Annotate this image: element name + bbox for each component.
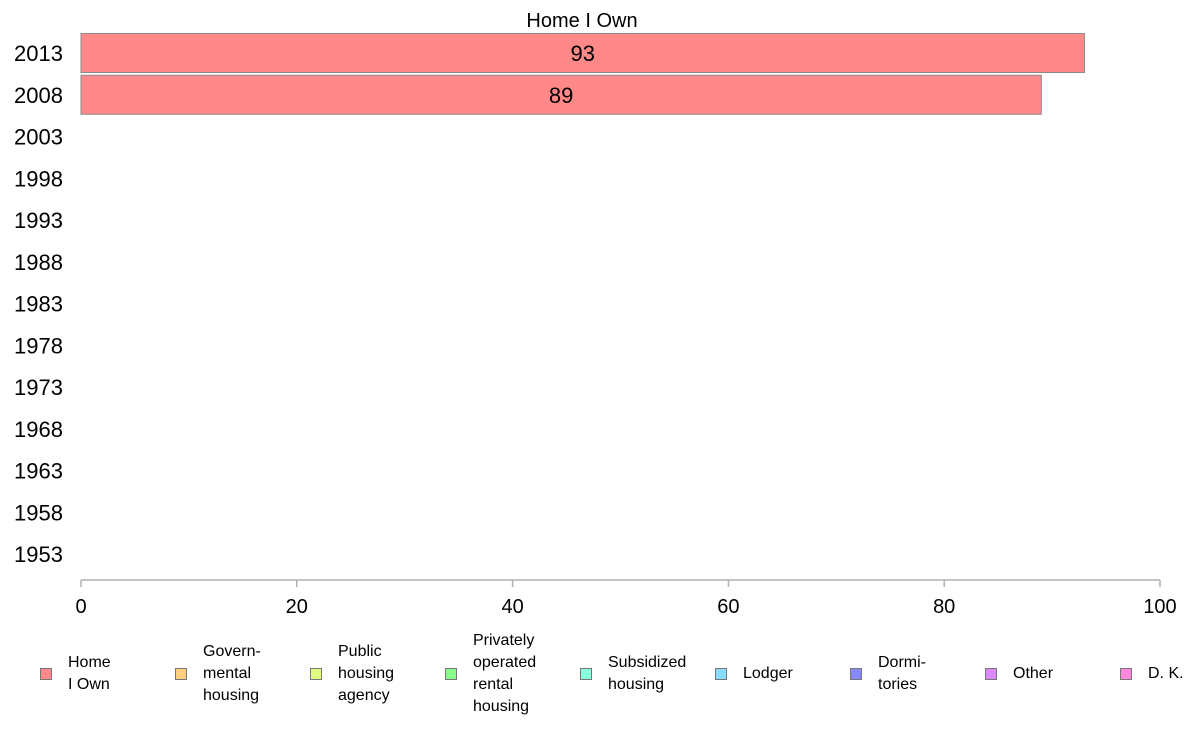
legend: Home I Own Govern- mental housing Public h… [0,628,1188,728]
legend-swatch [40,668,52,680]
x-tick-label-60: 60 [717,596,739,618]
y-tick-label-1998: 1998 [14,166,63,191]
y-tick-label-1973: 1973 [14,375,63,400]
chart-title: Home I Own [526,10,637,32]
legend-item-1: Home I Own [40,628,111,720]
y-tick-label-2003: 2003 [14,125,63,150]
x-tick-label-80: 80 [933,596,955,618]
y-tick-label-1988: 1988 [14,250,63,275]
y-tick-label-1993: 1993 [14,208,63,233]
legend-label: Lodger [743,665,793,682]
y-tick-label-1963: 1963 [14,459,63,484]
legend-label: Dormi- tories [878,654,926,693]
x-tick-label-40: 40 [501,596,523,618]
legend-swatch [580,668,592,680]
y-tick-label-1968: 1968 [14,417,63,442]
x-tick-label-20: 20 [286,596,308,618]
legend-label: Govern- mental housing [203,643,261,704]
legend-swatch [850,668,862,680]
legend-label: Privately operated rental housing [473,632,537,715]
legend-item-5: Subsidized housing [580,628,686,720]
y-tick-label-2013: 2013 [14,41,63,66]
bar-2013 [80,33,1085,73]
legend-label: D. K. [1148,665,1184,682]
data-label-2008: 89 [549,83,573,108]
legend-item-4: Privately operated rental housing [445,628,536,720]
bar-chart: Home I Own 93 89 2013 2008 2003 1998 1993 1988… [14,10,1177,618]
legend-label: Public housing agency [338,643,395,704]
y-tick-label-2008: 2008 [14,83,63,108]
bars: 93 89 [80,33,1085,115]
legend-label: Other [1013,665,1054,682]
y-tick-label-1983: 1983 [14,292,63,317]
legend-item-2: Govern- mental housing [175,628,261,720]
legend-item-8: Other [985,628,1053,720]
x-tick-label-100: 100 [1143,596,1176,618]
data-label-2013: 93 [570,41,594,66]
legend-item-7: Dormi- tories [850,628,926,720]
y-tick-label-1978: 1978 [14,333,63,358]
legend-swatch [175,668,187,680]
legend-swatch [985,668,997,680]
x-tick-label-0: 0 [75,596,86,618]
legend-swatch [715,668,727,680]
legend-item-9: D. K. [1120,628,1184,720]
legend-item-3: Public housing agency [310,628,394,720]
legend-swatch [1120,668,1132,680]
bar-2008 [80,74,1042,115]
x-axis: 0 20 40 60 80 100 [75,579,1177,618]
legend-item-6: Lodger [715,628,793,720]
legend-label: Subsidized housing [608,654,687,693]
y-tick-label-1958: 1958 [14,500,63,525]
y-tick-label-1953: 1953 [14,542,63,567]
legend-label: Home I Own [68,654,111,693]
legend-swatch [310,668,322,680]
y-axis-tick-labels: 2013 2008 2003 1998 1993 1988 1983 1978 1973 1968… [14,41,63,567]
legend-swatch [445,668,457,680]
